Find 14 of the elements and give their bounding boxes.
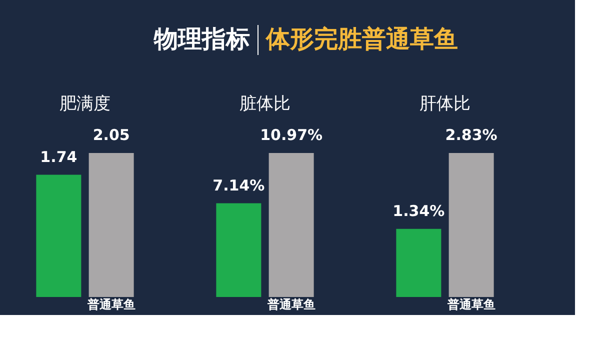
data-label: 7.14% xyxy=(212,176,265,194)
x-tick-label: 普通草鱼 xyxy=(266,298,316,312)
chart-title: 脏体比 xyxy=(240,94,290,114)
chart-title: 肥满度 xyxy=(60,94,110,114)
data-label: 1.74 xyxy=(40,148,78,166)
text: 物理指标 xyxy=(153,25,250,53)
x-tick-label: 普通草鱼 xyxy=(446,298,496,312)
text: 体形完胜普通草鱼 xyxy=(265,25,458,53)
data-label: 2.05 xyxy=(92,126,130,144)
x-tick-label: 普通草鱼 xyxy=(86,298,136,312)
data-label: 10.97% xyxy=(260,126,323,144)
data-label: 1.34% xyxy=(392,202,445,220)
chart-title: 肝体比 xyxy=(420,94,470,114)
data-label: 2.83% xyxy=(445,126,498,144)
